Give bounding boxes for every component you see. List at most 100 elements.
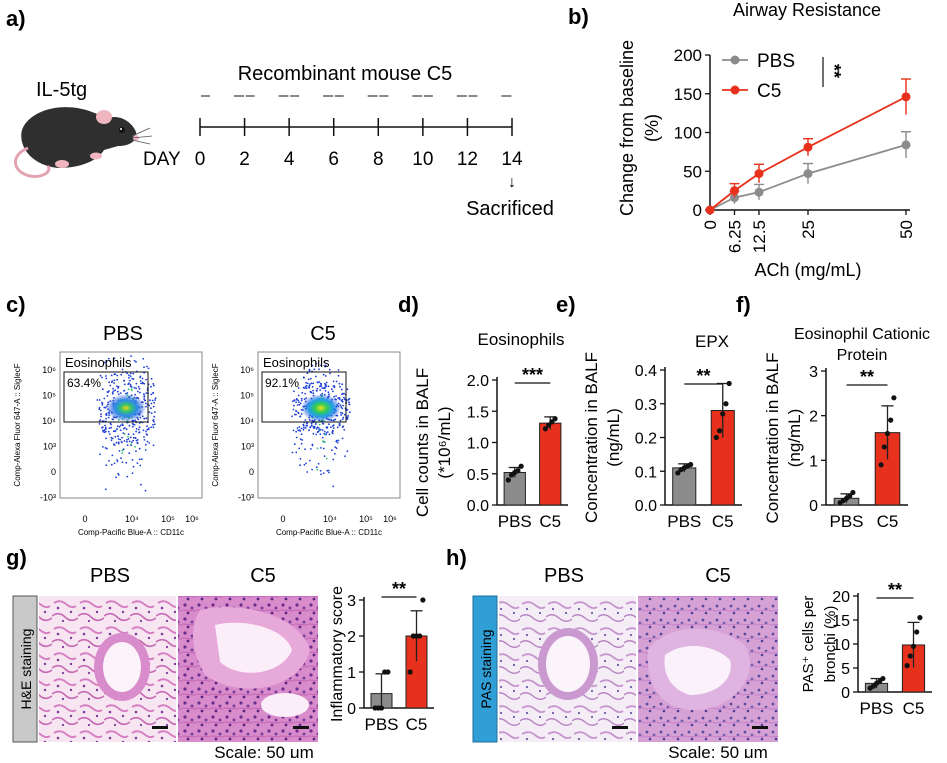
flow-event-dot	[296, 404, 299, 406]
chart-h-data-point	[904, 663, 910, 669]
flow-event-dot	[113, 357, 116, 360]
flow-event-dot	[107, 416, 110, 419]
flow-event-dot	[300, 413, 303, 415]
flow-event-dot	[112, 387, 114, 390]
flow-event-dot	[114, 435, 117, 438]
flow-y-tick-label: -10³	[238, 493, 254, 503]
flow-event-dot	[108, 433, 111, 435]
flow-event-dot	[343, 396, 345, 399]
chart-h-data-point	[910, 643, 917, 650]
flow-event-dot	[108, 459, 110, 462]
flow-event-dot	[149, 399, 151, 402]
chart-e-data-point	[720, 411, 726, 417]
flow-x-axis-label: Comp-Pacific Blue-A :: CD11c	[78, 528, 184, 537]
flow-event-dot	[315, 428, 318, 430]
chart-g-significance: **	[392, 579, 406, 599]
flow-event-dot	[134, 437, 137, 439]
flow-event-dot	[292, 408, 295, 411]
flow-event-dot	[110, 463, 113, 466]
chart-f-data-point	[891, 395, 897, 401]
chart-b-point-c5	[730, 186, 739, 196]
flow-density-core	[301, 394, 341, 422]
flow-event-dot	[145, 443, 147, 446]
panel-h-letter: h)	[446, 545, 467, 570]
flow-event-dot	[342, 404, 344, 407]
flow-event-dot	[123, 379, 125, 382]
chart-e-category-label: PBS	[667, 512, 701, 531]
flow-event-dot	[135, 430, 138, 433]
flow-event-dot	[312, 382, 315, 385]
flow-event-dot	[141, 381, 144, 384]
flow-event-dot	[323, 361, 326, 363]
flow-event-dot	[153, 401, 156, 404]
gate-label: Eosinophils	[65, 355, 132, 370]
flow-event-dot	[306, 372, 309, 375]
flow-event-dot	[143, 382, 146, 385]
flow-x-tick-label: 10⁵	[161, 514, 175, 524]
flow-event-dot	[128, 440, 131, 443]
flow-event-dot	[298, 426, 301, 428]
flow-event-dot	[103, 397, 106, 400]
panel-h-cond2: C5	[705, 565, 731, 587]
flow-event-dot	[295, 451, 298, 454]
flow-event-dot	[154, 411, 156, 413]
day-label: 12	[457, 149, 478, 170]
chart-b-y-label-line2: (%)	[642, 114, 662, 142]
flow-event-dot	[145, 417, 148, 420]
panel-e-letter: e)	[556, 292, 576, 317]
flow-event-dot	[316, 387, 319, 390]
flow-event-dot	[152, 405, 155, 408]
chart-e-category-label: C5	[712, 512, 734, 531]
flow-event-dot	[297, 429, 300, 432]
chart-e-data-point	[716, 428, 723, 434]
flow-event-dot	[336, 441, 339, 444]
flow-event-dot	[104, 361, 106, 364]
flow-event-dot	[335, 395, 337, 397]
flow-event-dot	[105, 360, 108, 362]
chart-e-y-label-line: Concentration in BALF	[582, 352, 601, 523]
panel-g-letter: g)	[6, 545, 27, 570]
flow-event-dot	[341, 407, 344, 410]
flow-event-dot	[126, 372, 129, 375]
flow-event-dot	[295, 436, 298, 439]
flow-event-dot	[127, 376, 130, 379]
flow-event-dot	[119, 424, 122, 427]
flow-event-dot	[134, 446, 137, 448]
chart-b-y-tick-label: 0	[693, 201, 702, 220]
flow-event-dot	[154, 399, 157, 401]
chart-d-data-point	[549, 419, 555, 425]
flow-event-dot	[111, 380, 114, 382]
flow-event-dot	[121, 368, 124, 371]
flow-event-dot	[305, 462, 307, 465]
chart-h-y-label-line: PAS⁺ cells per	[800, 596, 817, 693]
flow-event-dot	[338, 397, 341, 399]
flow-event-dot	[117, 435, 119, 438]
flow-event-dot	[137, 428, 140, 431]
flow-event-dot	[303, 426, 305, 429]
flow-event-dot	[104, 424, 106, 427]
flow-event-dot	[110, 436, 113, 439]
flow-event-dot	[127, 435, 129, 438]
flow-event-dot	[112, 390, 115, 392]
flow-event-dot	[152, 423, 154, 426]
chart-b-point-pbs	[754, 187, 764, 197]
flow-event-dot	[129, 372, 132, 375]
flow-event-dot	[297, 387, 300, 389]
flow-event-dot	[129, 383, 132, 386]
flow-event-dot	[110, 426, 112, 429]
flow-event-dot	[322, 472, 325, 474]
flow-event-dot	[132, 436, 135, 439]
flow-event-dot	[348, 401, 350, 404]
flow-event-dot	[303, 463, 306, 466]
flow-event-dot	[139, 464, 142, 467]
flow-event-dot	[327, 385, 330, 388]
chart-f-category-label: C5	[877, 512, 899, 531]
chart-h-data-point	[907, 653, 913, 659]
chart-b-x-tick-label: 6.25	[726, 220, 745, 253]
chart-e-y-label-line: (ng/mL)	[604, 408, 623, 467]
flow-event-dot	[150, 402, 153, 405]
flow-event-dot	[299, 464, 301, 467]
flow-event-dot	[319, 389, 322, 391]
flow-event-dot	[142, 357, 145, 360]
flow-event-dot	[112, 393, 114, 395]
